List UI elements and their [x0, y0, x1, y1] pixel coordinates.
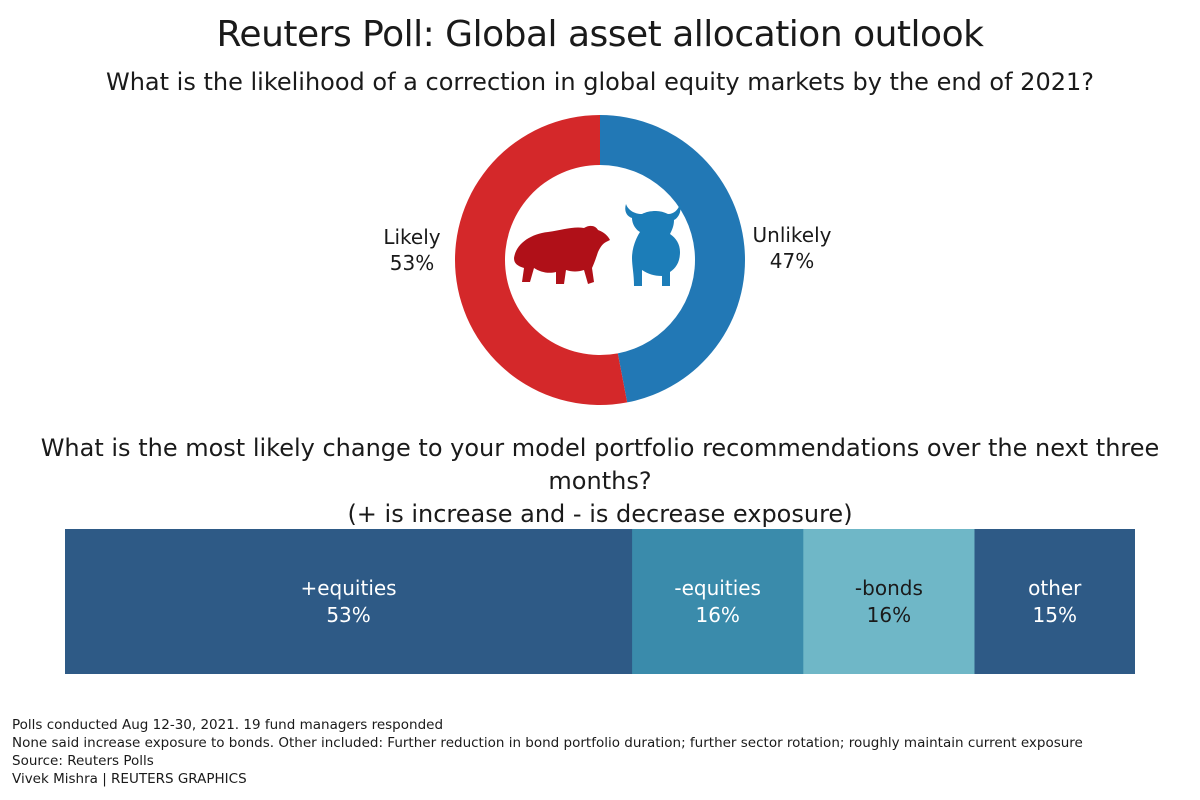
bar-segment-plus-equities [65, 529, 633, 674]
question-2-line2: (+ is increase and - is decrease exposur… [347, 500, 853, 528]
bear-icon [514, 225, 610, 284]
bar-segment-minus-bonds [803, 529, 975, 674]
bar-segment-other [974, 529, 1135, 674]
donut-label-unlikely: Unlikely 47% [740, 222, 844, 274]
bar-value-other: 15% [1033, 603, 1077, 627]
label-unlikely-name: Unlikely [752, 223, 832, 247]
footer-line-2: None said increase exposure to bonds. Ot… [12, 735, 1083, 751]
bar-label-bonds: -bonds [855, 576, 923, 600]
bar-value-bonds: 16% [867, 603, 911, 627]
donut-slice-unlikely [600, 115, 745, 403]
donut-slice-likely [455, 114, 628, 405]
footer-source: Source: Reuters Polls [12, 753, 154, 769]
label-likely-value: 53% [389, 251, 435, 275]
bar-value-equities: 53% [326, 603, 370, 627]
bull-icon [625, 204, 681, 286]
bar-value-equities: 16% [695, 603, 739, 627]
donut-chart [455, 114, 745, 405]
chart-title: Reuters Poll: Global asset allocation ou… [216, 14, 984, 55]
label-unlikely-value: 47% [769, 249, 815, 273]
question-2: What is the most likely change to your m… [0, 432, 1200, 531]
bar-label-equities: +equities [300, 576, 396, 600]
question-2-line1: What is the most likely change to your m… [40, 434, 1160, 495]
label-likely-name: Likely [383, 225, 441, 249]
bar-segment-minus-equities [632, 529, 804, 674]
question-1: What is the likelihood of a correction i… [105, 68, 1094, 96]
donut-label-likely: Likely 53% [360, 224, 464, 276]
footer-notes: Polls conducted Aug 12-30, 2021. 19 fund… [12, 716, 1083, 788]
footer-line-1: Polls conducted Aug 12-30, 2021. 19 fund… [12, 717, 444, 733]
footer-credit: Vivek Mishra | REUTERS GRAPHICS [12, 771, 247, 787]
bar-label-equities: -equities [674, 576, 761, 600]
bar-label-other: other [1028, 576, 1082, 600]
stacked-bar-chart: +equities 53% -equities 16% -bonds 16% other 15… [65, 529, 1135, 674]
